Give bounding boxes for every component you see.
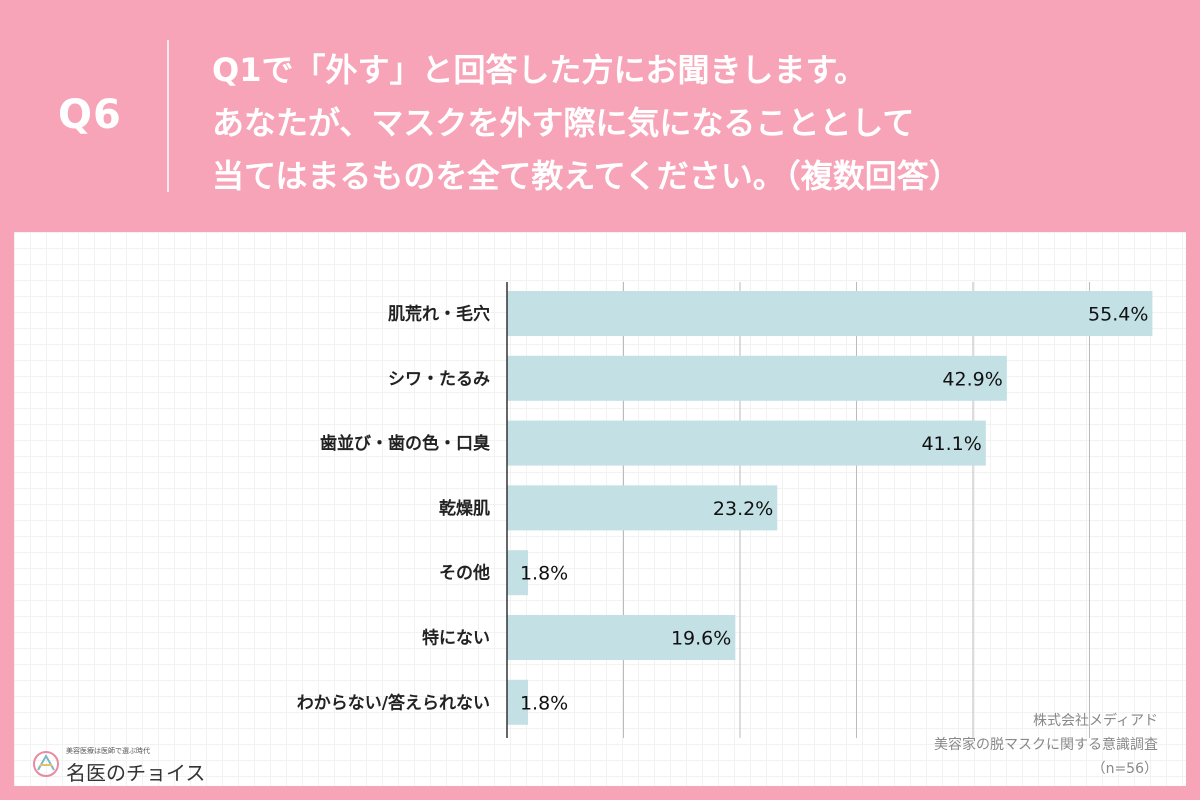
brand-tagline: 美容医療は医師で選ぶ時代: [66, 747, 150, 755]
data-label: 41.1%: [921, 433, 981, 455]
category-label: 肌荒れ・毛穴: [388, 304, 490, 325]
category-label: 歯並び・歯の色・口臭: [320, 433, 490, 454]
question-number: Q6: [58, 92, 122, 138]
brand-name: 名医のチョイス: [66, 761, 206, 785]
source-company: 株式会社メディアド: [1032, 713, 1158, 729]
bar: [507, 679, 528, 725]
data-label: 1.8%: [520, 692, 568, 714]
category-label: 特にない: [422, 628, 490, 649]
data-label: 1.8%: [520, 563, 568, 585]
question-line-2: あなたが、マスクを外す際に気になることとして: [212, 104, 915, 142]
category-label: その他: [439, 563, 490, 584]
question-text: Q1で「外す」と回答した方にお聞きします。 あなたが、マスクを外す際に気になるこ…: [212, 44, 1162, 203]
bar: [507, 420, 986, 466]
header-divider: [167, 40, 169, 192]
question-line-3: 当てはまるものを全て教えてください。（複数回答）: [212, 157, 961, 195]
data-label: 23.2%: [713, 498, 773, 520]
category-label: シワ・たるみ: [388, 369, 490, 389]
source-note: 株式会社メディアド 美容家の脱マスクに関する意識調査 （n=56）: [934, 709, 1158, 781]
brand-mark-icon: [33, 751, 59, 777]
question-header: Q6 Q1で「外す」と回答した方にお聞きします。 あなたが、マスクを外す際に気に…: [0, 0, 1200, 232]
bar: [507, 485, 778, 531]
data-label: 42.9%: [942, 368, 1002, 390]
bar: [507, 550, 528, 596]
source-sample-size: （n=56）: [1091, 761, 1158, 777]
bar: [507, 291, 1153, 336]
source-survey: 美容家の脱マスクに関する意識調査: [934, 737, 1158, 753]
question-line-1: Q1で「外す」と回答した方にお聞きします。: [212, 51, 867, 89]
bar: [507, 615, 736, 660]
bar: [507, 355, 1007, 401]
category-label: 乾燥肌: [439, 498, 490, 519]
data-label: 19.6%: [671, 628, 731, 650]
brand-logo: 美容医療は医師で選ぶ時代 名医のチョイス: [30, 744, 210, 785]
data-label: 55.4%: [1088, 304, 1148, 326]
category-label: わからない/答えられない: [297, 692, 490, 713]
